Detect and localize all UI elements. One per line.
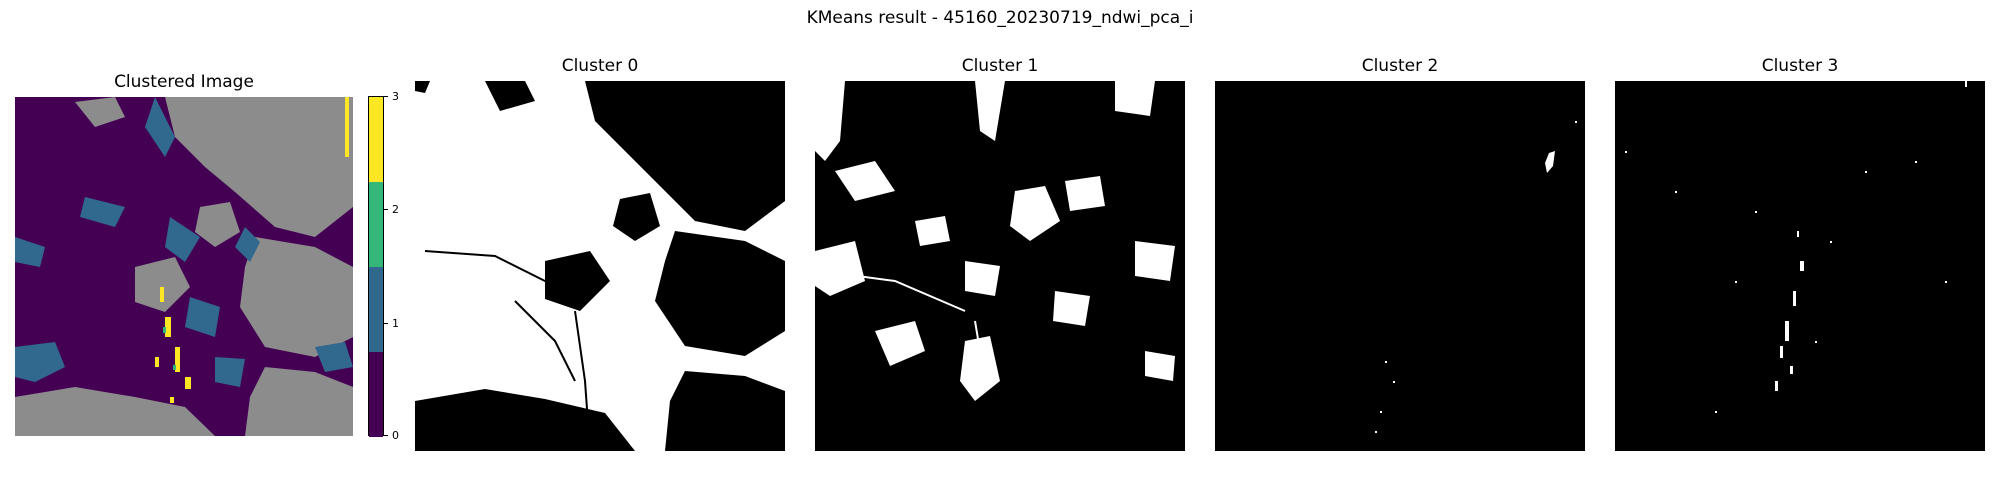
colorbar-tick [384,323,388,324]
clustered-image-title: Clustered Image [114,72,254,92]
clustered-image [15,97,353,436]
cluster-3-mask [1615,81,1985,451]
colorbar-segment-2 [369,182,383,267]
colorbar-segment-0 [369,352,383,437]
colorbar-tick [384,435,388,436]
figure-title: KMeans result - 45160_20230719_ndwi_pca_… [806,8,1194,28]
colorbar-label-0: 0 [392,429,399,442]
cluster-2-title: Cluster 2 [1361,56,1439,76]
colorbar-segment-3 [369,97,383,182]
cluster-2-mask [1215,81,1585,451]
cluster-1-mask [815,81,1185,451]
colorbar-tick [384,96,388,97]
colorbar-label-1: 1 [392,317,399,330]
colorbar-label-3: 3 [392,90,399,103]
cluster-0-title: Cluster 0 [561,56,639,76]
cluster-3-title: Cluster 3 [1761,56,1839,76]
cluster-1-title: Cluster 1 [961,56,1039,76]
colorbar-segment-1 [369,267,383,352]
colorbar [368,96,384,437]
colorbar-tick [384,209,388,210]
cluster-0-mask [415,81,785,451]
colorbar-label-2: 2 [392,203,399,216]
